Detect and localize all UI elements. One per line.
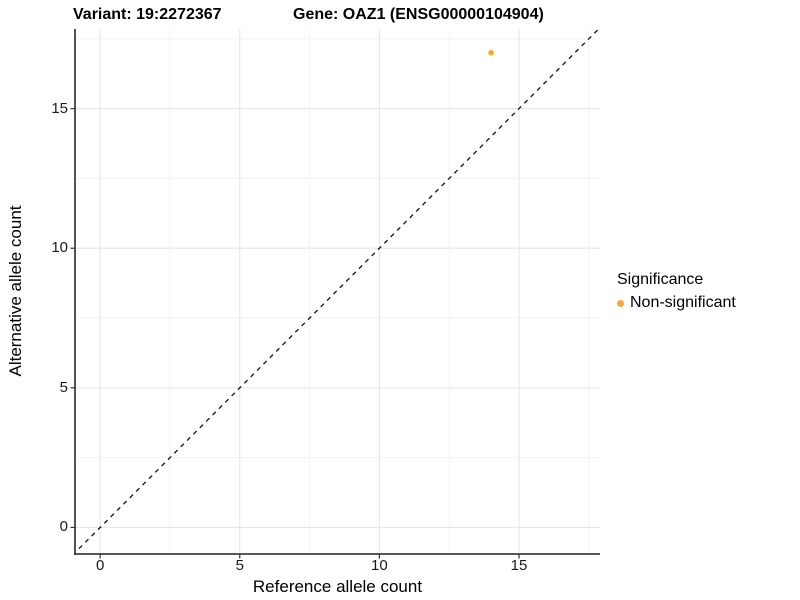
legend-key-dot-icon (617, 299, 624, 307)
x-axis-title: Reference allele count (252, 577, 423, 596)
x-tick-label: 10 (371, 557, 388, 574)
legend-item: Non-significant (617, 294, 736, 312)
x-tick-label: 5 (235, 557, 244, 574)
y-axis-title: Alternative allele count (6, 205, 25, 377)
x-tick-label: 0 (95, 557, 105, 574)
y-tick-label: 15 (51, 99, 68, 117)
y-tick-label: 0 (59, 518, 68, 536)
legend: Significance Non-significant (617, 271, 736, 312)
gene-title: Gene: OAZ1 (ENSG00000104904) (293, 6, 544, 23)
x-tick-label: 15 (510, 557, 528, 574)
legend-item-label: Non-significant (630, 294, 736, 311)
legend-title: Significance (617, 271, 704, 288)
identity-dashed-line (75, 29, 600, 554)
variant-title: Variant: 19:2272367 (73, 6, 222, 23)
data-point (488, 49, 494, 56)
y-tick-label: 5 (59, 378, 68, 396)
y-tick-label: 10 (51, 239, 68, 257)
